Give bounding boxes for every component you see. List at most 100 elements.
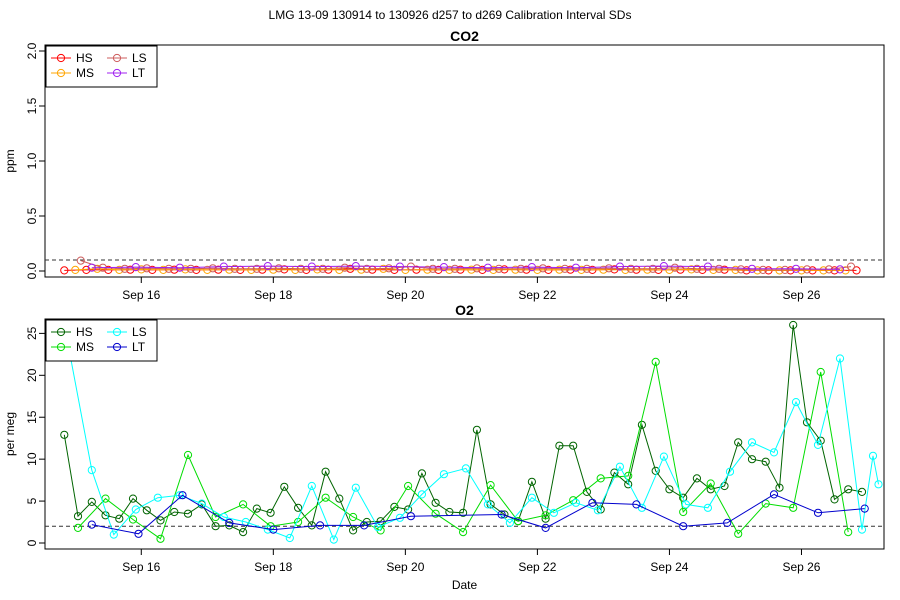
data-point — [651, 357, 660, 366]
data-point — [178, 491, 187, 500]
data-point — [115, 265, 124, 274]
y-tick-label: 25 — [25, 326, 39, 340]
data-point — [60, 430, 69, 439]
data-point — [252, 504, 261, 513]
x-tick-label: Sep 16 — [122, 560, 160, 574]
data-point — [181, 265, 190, 274]
data-point — [516, 264, 526, 273]
data-point — [797, 266, 806, 275]
legend-label: LS — [132, 325, 147, 339]
legend-label: LS — [132, 51, 147, 65]
data-point — [128, 515, 138, 524]
data-point — [461, 464, 470, 473]
data-point — [329, 535, 338, 544]
data-point — [615, 462, 625, 471]
data-point — [294, 503, 303, 512]
data-point — [280, 482, 289, 491]
data-point — [395, 262, 404, 271]
data-point — [483, 263, 492, 272]
legend-marker — [56, 53, 66, 63]
data-point — [351, 483, 360, 492]
data-point — [514, 517, 523, 526]
x-tick-label: Sep 26 — [782, 288, 820, 302]
x-tick-label: Sep 22 — [518, 288, 556, 302]
y-tick-label: 15 — [25, 410, 39, 424]
legend-marker — [112, 342, 122, 352]
data-point — [73, 523, 83, 533]
data-point — [186, 264, 195, 273]
data-point — [813, 508, 823, 517]
data-point — [109, 530, 118, 539]
data-point — [153, 493, 162, 502]
data-point — [351, 262, 360, 271]
data-point — [362, 264, 371, 273]
data-point — [736, 265, 746, 274]
data-point — [844, 528, 853, 537]
y-tick-label: 0.0 — [25, 262, 39, 279]
data-point — [852, 266, 861, 275]
data-point — [692, 264, 702, 273]
data-point — [857, 487, 867, 496]
data-point — [307, 481, 316, 491]
data-point — [486, 500, 495, 509]
data-point — [791, 398, 801, 407]
series-lt — [87, 490, 869, 538]
data-point — [769, 490, 779, 499]
data-point — [555, 265, 564, 274]
data-point — [360, 521, 369, 530]
series-line — [80, 260, 852, 271]
data-point — [203, 265, 212, 274]
data-point — [321, 467, 330, 476]
data-point — [789, 320, 798, 330]
data-point — [307, 262, 316, 271]
legend-marker — [56, 342, 66, 352]
data-point — [225, 521, 234, 530]
co2-panel: CO2 ppm 0.0 0.5 1.0 1.5 2.0 Sep 16 Sep 18 Sep 20 S… — [3, 28, 885, 302]
data-point — [131, 263, 140, 272]
data-point — [734, 438, 743, 447]
data-point — [467, 265, 476, 274]
y-tick-label: 0 — [25, 539, 39, 546]
data-point — [819, 266, 828, 275]
data-point — [758, 265, 768, 274]
figure-title: LMG 13-09 130914 to 130926 d257 to d269 … — [269, 8, 632, 22]
data-point — [679, 493, 688, 502]
data-point — [439, 470, 448, 479]
data-point — [208, 264, 217, 273]
data-point — [789, 503, 798, 512]
data-point — [527, 493, 537, 502]
data-point — [665, 485, 674, 494]
data-point — [93, 264, 102, 273]
data-point — [706, 479, 715, 488]
series-line — [63, 324, 863, 533]
data-point — [571, 263, 581, 272]
data-point — [183, 450, 193, 460]
data-point — [775, 483, 784, 492]
data-point — [120, 264, 129, 273]
x-tick-label: Sep 16 — [122, 288, 160, 302]
data-point — [761, 457, 770, 466]
x-tick-label: Sep 24 — [650, 560, 688, 574]
data-point — [588, 498, 597, 507]
data-point — [835, 265, 845, 274]
data-point — [340, 263, 349, 272]
data-point — [541, 511, 550, 520]
data-point — [571, 498, 581, 507]
data-point — [431, 509, 440, 518]
data-point — [703, 262, 713, 271]
data-point — [714, 264, 724, 273]
data-point — [230, 264, 239, 273]
data-point — [439, 263, 448, 272]
panel-title: O2 — [455, 302, 474, 318]
data-point — [142, 506, 151, 515]
data-point — [239, 500, 248, 509]
legend-marker — [56, 327, 66, 337]
x-tick-label: Sep 20 — [386, 288, 424, 302]
data-point — [681, 500, 691, 509]
data-point — [731, 265, 740, 274]
data-point — [549, 508, 559, 517]
data-point — [844, 485, 853, 494]
data-point — [747, 264, 757, 273]
